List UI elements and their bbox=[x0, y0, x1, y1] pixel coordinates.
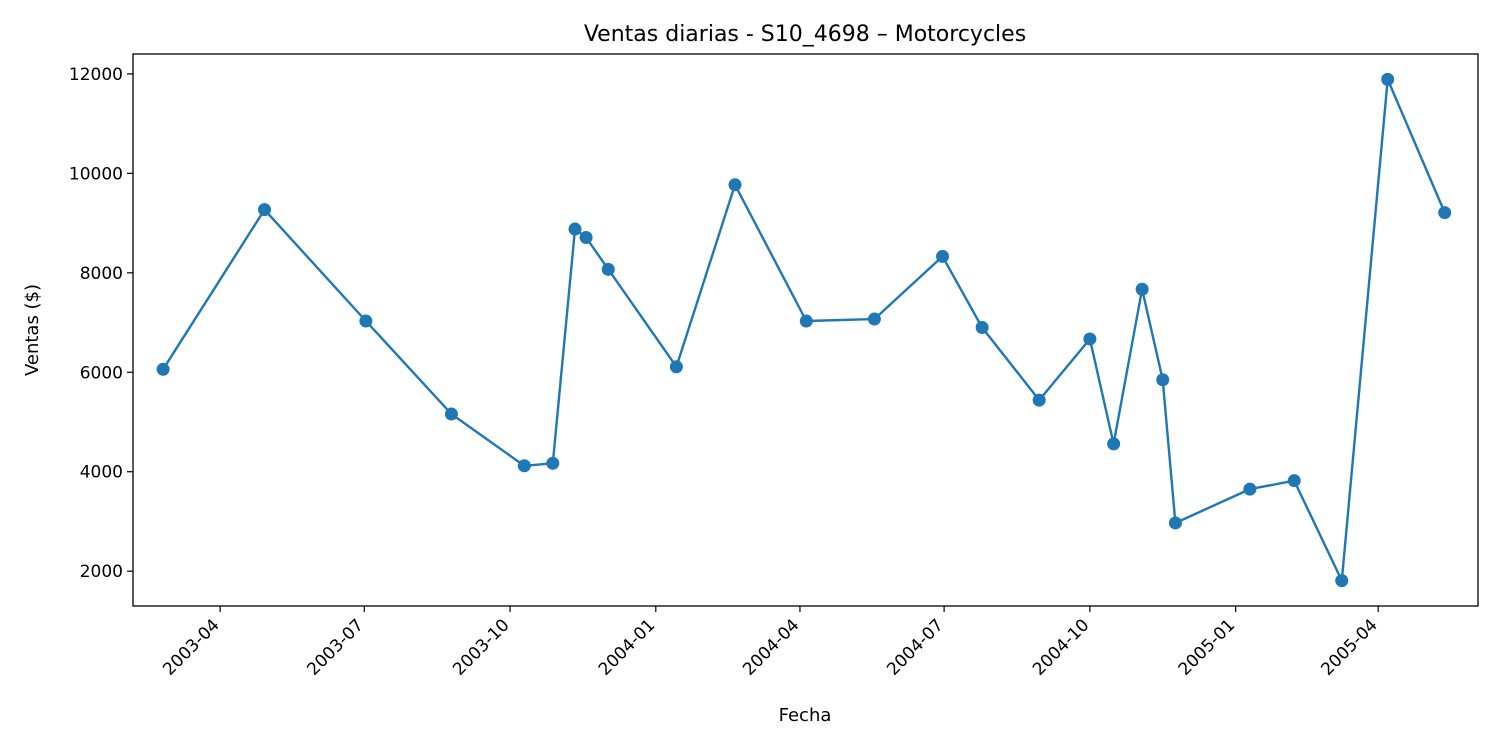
series-line bbox=[162, 78, 1446, 582]
x-tick-label: 2005-04 bbox=[1317, 615, 1381, 679]
data-point bbox=[1032, 393, 1046, 407]
data-point bbox=[1156, 373, 1170, 387]
data-point bbox=[799, 314, 813, 328]
data-point bbox=[1243, 482, 1257, 496]
data-point bbox=[1381, 72, 1395, 86]
data-point bbox=[1083, 332, 1097, 346]
series-layer bbox=[156, 72, 1452, 588]
data-point bbox=[257, 203, 271, 217]
x-tick-label: 2003-04 bbox=[159, 615, 223, 679]
x-tick-label: 2003-10 bbox=[449, 615, 513, 679]
data-point bbox=[1135, 282, 1149, 296]
data-point bbox=[601, 262, 615, 276]
data-point bbox=[359, 314, 373, 328]
y-axis-label: Ventas ($) bbox=[22, 284, 43, 376]
y-tick-label: 2000 bbox=[80, 562, 123, 582]
data-point bbox=[1438, 206, 1452, 220]
x-axis: 2003-04 2003-07 2003-10 2004-01 2004-04 2004-… bbox=[159, 606, 1382, 680]
data-point bbox=[568, 222, 582, 236]
x-tick-label: 2005-01 bbox=[1175, 615, 1239, 679]
data-point bbox=[728, 178, 742, 192]
y-axis: 2000 4000 6000 8000 10000 12000 bbox=[69, 65, 133, 582]
y-tick-label: 12000 bbox=[69, 65, 123, 85]
data-point bbox=[867, 312, 881, 326]
data-point bbox=[1335, 574, 1349, 588]
x-axis-label: Fecha bbox=[779, 705, 832, 726]
y-tick-label: 10000 bbox=[69, 164, 123, 184]
data-point bbox=[936, 249, 950, 263]
data-point bbox=[1287, 474, 1301, 488]
plot-area bbox=[132, 53, 1479, 607]
data-point bbox=[975, 321, 989, 335]
y-tick-label: 8000 bbox=[80, 264, 123, 284]
data-point bbox=[669, 360, 683, 374]
y-tick-label: 6000 bbox=[80, 363, 123, 383]
y-tick-label: 4000 bbox=[80, 463, 123, 483]
data-point bbox=[444, 407, 458, 421]
data-point bbox=[517, 459, 531, 473]
x-tick-label: 2004-07 bbox=[883, 615, 947, 679]
x-tick-label: 2003-07 bbox=[303, 615, 367, 679]
data-point bbox=[156, 362, 170, 376]
data-point bbox=[579, 231, 593, 245]
data-point bbox=[546, 456, 560, 470]
x-tick-label: 2004-04 bbox=[739, 615, 803, 679]
chart-title: Ventas diarias - S10_4698 – Motorcycles bbox=[584, 22, 1026, 47]
x-tick-label: 2004-10 bbox=[1029, 615, 1093, 679]
x-tick-label: 2004-01 bbox=[595, 615, 659, 679]
data-point bbox=[1107, 437, 1121, 451]
data-point bbox=[1168, 516, 1182, 530]
